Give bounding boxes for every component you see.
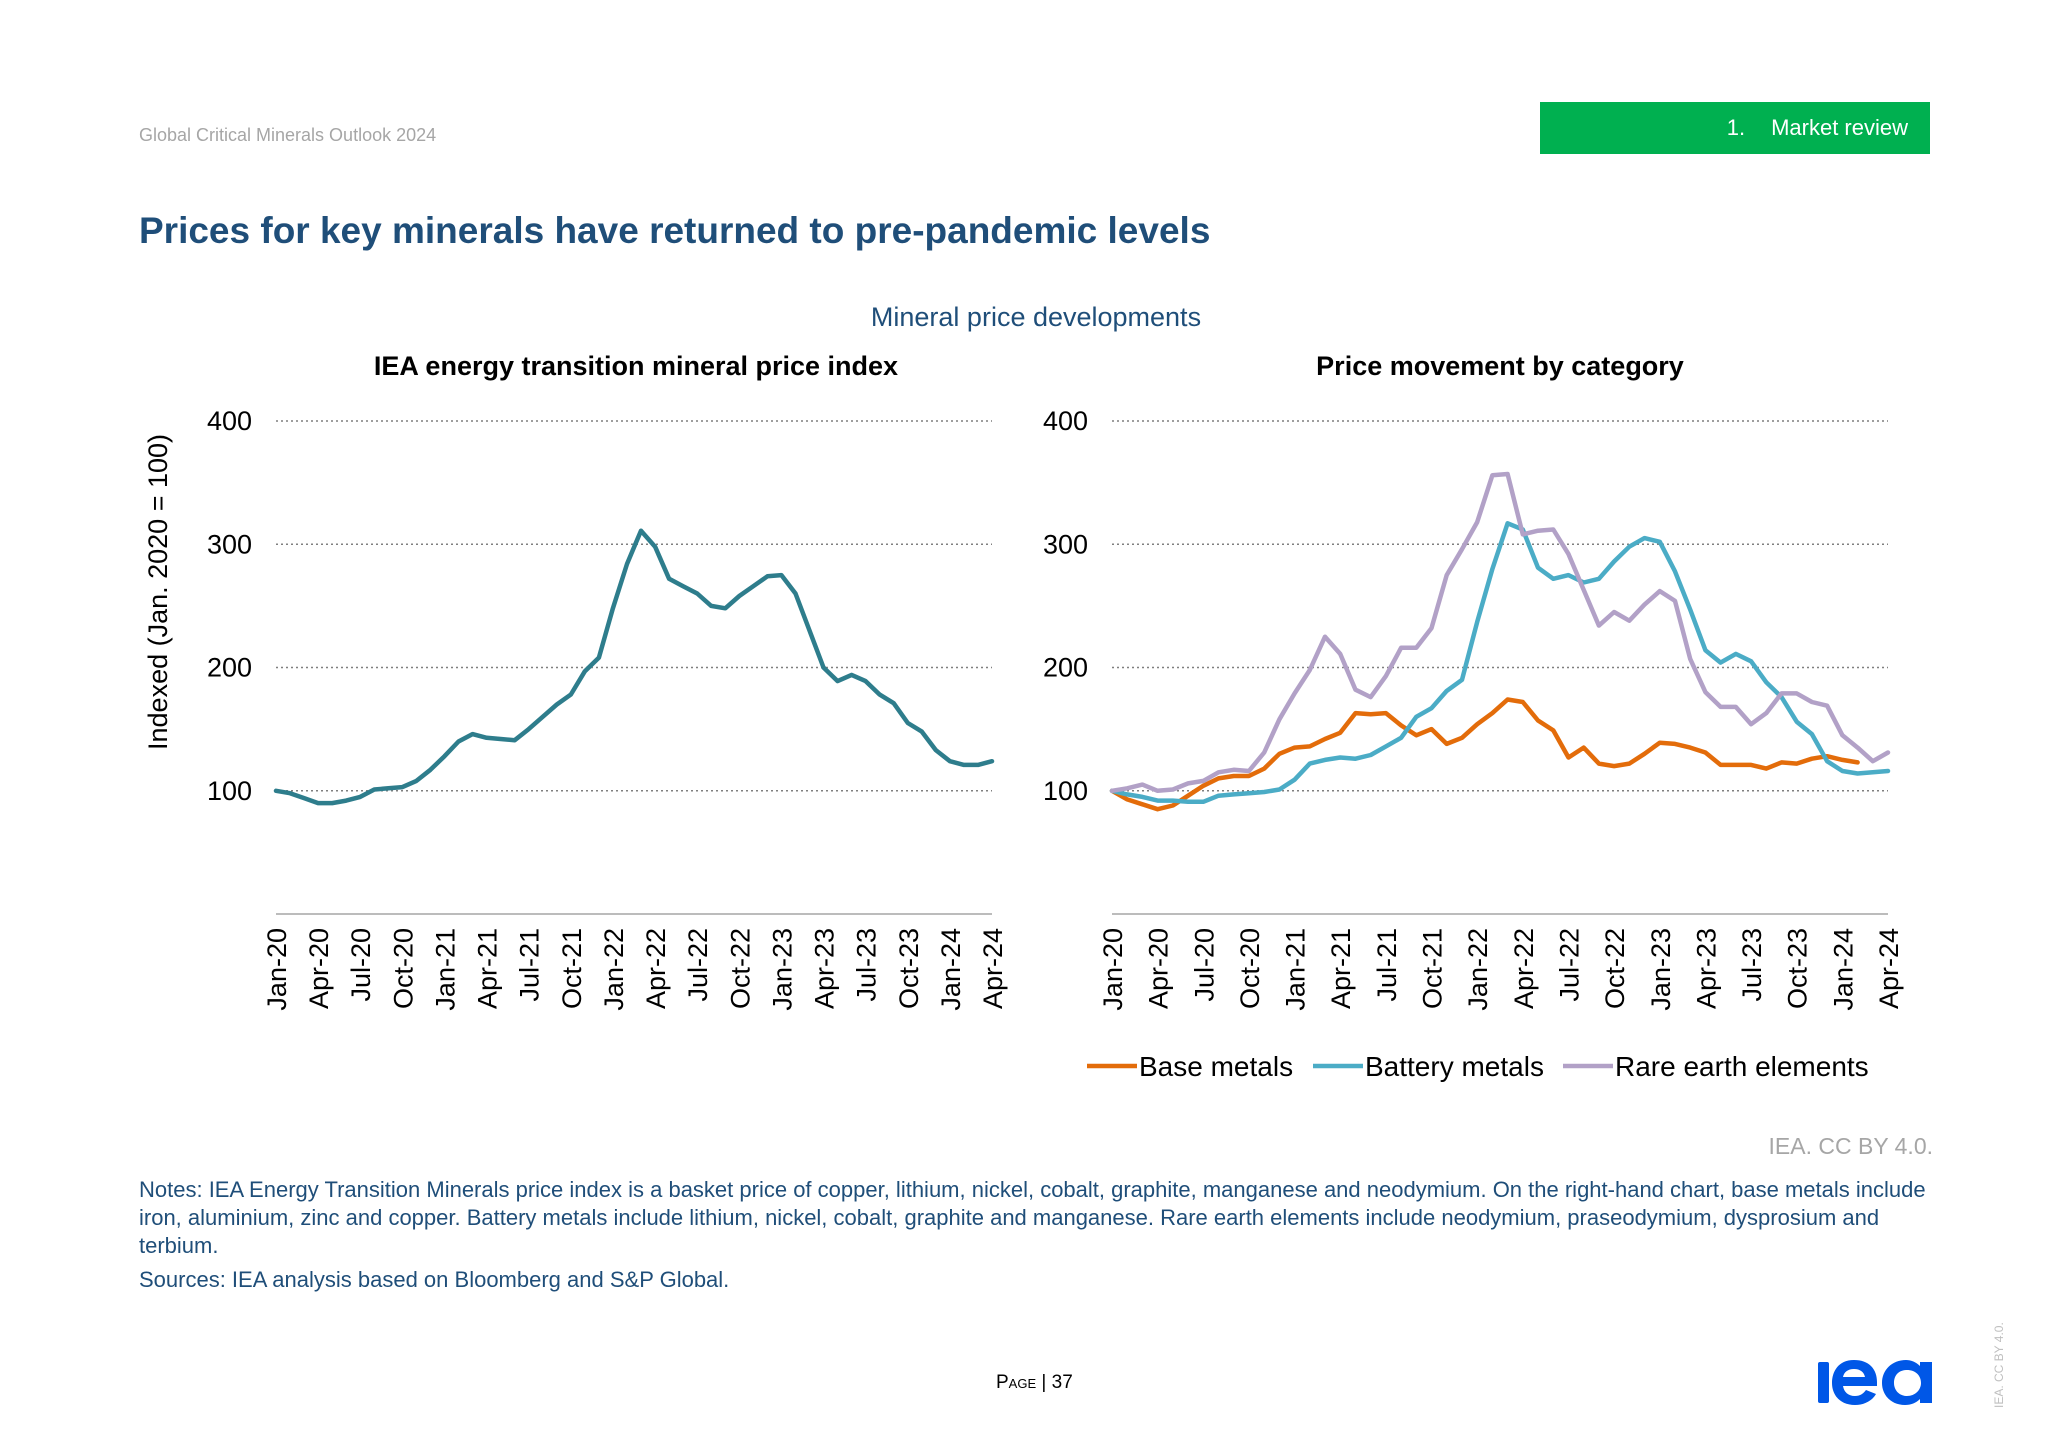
right-x-tick-label: Apr-21 (1326, 928, 1356, 1009)
right-y-tick-label: 100 (1043, 776, 1088, 806)
right-x-tick-label: Jan-21 (1281, 928, 1311, 1011)
right-x-tick-label: Jul-23 (1737, 928, 1767, 1002)
logo-i-stem (1818, 1362, 1829, 1403)
right-x-tick-label: Oct-21 (1418, 928, 1448, 1009)
right-x-tick-label: Apr-20 (1144, 928, 1174, 1009)
page-number-value: 37 (1051, 1372, 1073, 1393)
left-x-tick-label: Oct-23 (894, 928, 924, 1009)
left-chart-title: IEA energy transition mineral price inde… (373, 351, 899, 381)
left-x-tick-label: Apr-20 (304, 928, 334, 1009)
sources: Sources: IEA analysis based on Bloomberg… (139, 1267, 730, 1292)
right-chart-title: Price movement by category (1316, 351, 1684, 381)
left-x-tick-label: Apr-24 (978, 928, 1008, 1009)
side-license: IEA. CC BY 4.0. (1992, 1322, 2006, 1408)
right-x-tick-label: Jan-23 (1646, 928, 1676, 1011)
legend-label: Base metals (1139, 1051, 1293, 1082)
left-x-tick-label: Jan-21 (430, 928, 460, 1011)
left-x-tick-label: Jan-20 (262, 928, 292, 1011)
right-x-tick-label: Jul-21 (1372, 928, 1402, 1002)
left-y-tick-label: 400 (207, 406, 252, 436)
document-title: Global Critical Minerals Outlook 2024 (139, 125, 437, 145)
left-x-tick-label: Jan-23 (767, 928, 797, 1011)
right-x-tick-label: Jan-22 (1463, 928, 1493, 1011)
left-y-tick-label: 200 (207, 653, 252, 683)
logo-e-shape (1832, 1360, 1877, 1405)
notes: Notes: IEA Energy Transition Minerals pr… (139, 1177, 1926, 1258)
right-series-line-base-metals (1109, 697, 1860, 812)
left-y-tick-label: 100 (207, 776, 252, 806)
logo-a-shape (1882, 1360, 1932, 1405)
right-y-tick-label: 200 (1043, 653, 1088, 683)
right-x-tick-label: Jul-20 (1189, 928, 1219, 1002)
page-separator: | (1036, 1372, 1052, 1393)
right-y-tick-label: 400 (1043, 406, 1088, 436)
section-tag[interactable]: 1. Market review (1540, 102, 1930, 154)
right-x-tick-label: Jan-20 (1098, 928, 1128, 1011)
left-x-tick-label: Apr-21 (473, 928, 503, 1009)
section-number: 1. (1726, 115, 1746, 140)
page-word: Page (996, 1372, 1037, 1393)
right-y-tick-label: 300 (1043, 529, 1088, 559)
left-x-tick-label: Oct-20 (388, 928, 418, 1009)
left-y-tick-label: 300 (207, 529, 252, 559)
figure-title: Mineral price developments (870, 302, 1202, 332)
left-x-tick-label: Jan-22 (599, 928, 629, 1011)
right-x-tick-label: Oct-23 (1783, 928, 1813, 1009)
left-x-tick-label: Oct-21 (557, 928, 587, 1009)
right-x-tick-label: Apr-22 (1509, 928, 1539, 1009)
attribution: IEA. CC BY 4.0. (1768, 1133, 1933, 1159)
y-axis-label: Indexed (Jan. 2020 = 100) (143, 434, 173, 750)
left-x-tick-label: Jul-22 (683, 928, 713, 1002)
right-x-tick-label: Oct-20 (1235, 928, 1265, 1009)
left-x-tick-label: Apr-23 (810, 928, 840, 1009)
legend-label: Battery metals (1365, 1051, 1544, 1082)
right-x-tick-label: Apr-23 (1691, 928, 1721, 1009)
left-x-tick-label: Oct-22 (725, 928, 755, 1009)
section-label: Market review (1771, 115, 1908, 140)
page-title: Prices for key minerals have returned to… (139, 210, 1211, 251)
left-x-tick-label: Jan-24 (936, 928, 966, 1011)
right-x-tick-label: Apr-24 (1874, 928, 1904, 1009)
iea-logo[interactable]: iea (1818, 1352, 1934, 1406)
left-x-tick-label: Jul-20 (346, 928, 376, 1002)
right-x-tick-label: Jul-22 (1554, 928, 1584, 1002)
right-series-line-rare-earth-elements (1109, 471, 1891, 794)
page-number: Page | 37 (996, 1372, 1073, 1394)
left-series-line-iea-energy-transition-mineral-price-index (273, 528, 995, 806)
left-x-tick-label: Jul-21 (515, 928, 545, 1002)
right-x-tick-label: Jan-24 (1828, 928, 1858, 1011)
legend-label: Rare earth elements (1615, 1051, 1869, 1082)
right-x-tick-label: Oct-22 (1600, 928, 1630, 1009)
left-x-tick-label: Jul-23 (852, 928, 882, 1002)
left-x-tick-label: Apr-22 (641, 928, 671, 1009)
right-series-line-battery-metals (1109, 521, 1891, 805)
